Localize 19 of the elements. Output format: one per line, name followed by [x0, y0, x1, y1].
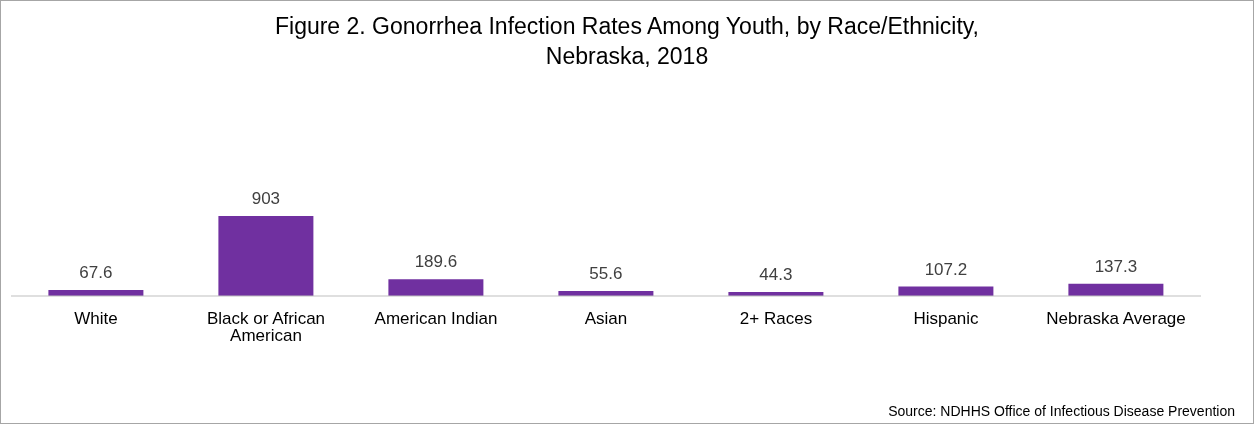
bar	[218, 216, 314, 296]
bar	[1068, 283, 1164, 296]
x-tick-label: American Indian	[374, 309, 498, 329]
data-label: 189.6	[414, 252, 458, 272]
chart-title: Figure 2. Gonorrhea Infection Rates Among Youth, by Race/Ethnicity, Nebraska, 2018	[273, 12, 980, 71]
x-tick-label: White	[74, 309, 118, 329]
x-tick-label: Nebraska Average	[1046, 309, 1186, 329]
data-label: 44.3	[759, 265, 793, 285]
x-tick-label: Asian	[584, 309, 628, 329]
x-tick-label: 2+ Races	[739, 309, 813, 329]
data-label: 137.3	[1094, 256, 1138, 276]
x-tick-label: Black or African American	[206, 309, 326, 346]
bar	[388, 279, 484, 296]
x-tick-label: Hispanic	[913, 309, 980, 329]
data-label: 903	[251, 189, 281, 208]
source-note: Source: NDHHS Office of Infectious Disease Prevention	[888, 403, 1235, 419]
data-label: 67.6	[79, 263, 113, 283]
data-label: 107.2	[924, 259, 968, 279]
data-label: 55.6	[589, 264, 623, 284]
